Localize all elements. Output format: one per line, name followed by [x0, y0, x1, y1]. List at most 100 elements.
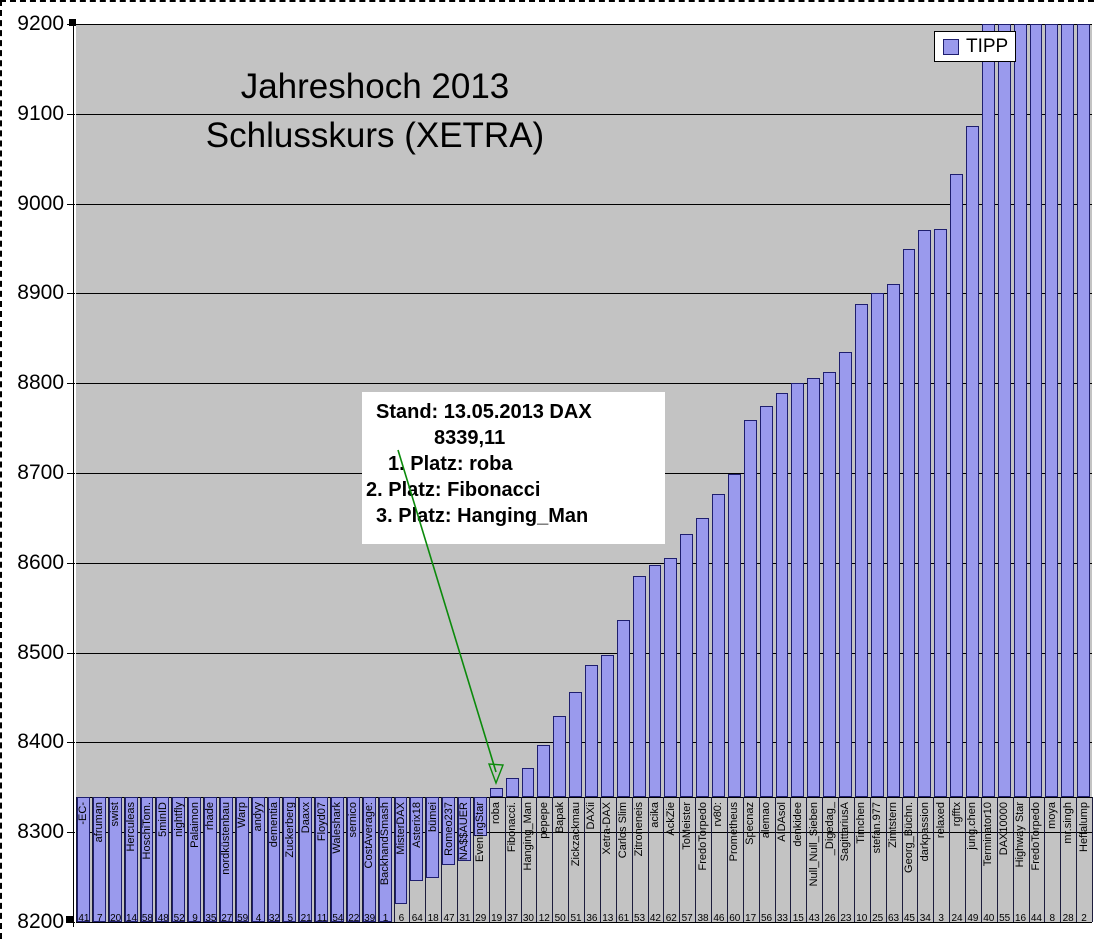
- bar-5minID[interactable]: [156, 797, 170, 922]
- category-label: jung.chen: [966, 802, 979, 850]
- category-label: ToMeister: [680, 802, 693, 850]
- bar-Georg_Büchn.[interactable]: [902, 249, 916, 798]
- category-separator: [584, 797, 585, 922]
- category-label: Xetra-DAX: [601, 802, 614, 855]
- bar-Heffalump[interactable]: [1077, 24, 1090, 798]
- category-number: 24: [951, 913, 963, 924]
- bar-Zuckerberg[interactable]: [283, 797, 297, 922]
- bar-moya[interactable]: [1045, 24, 1059, 798]
- selection-handle[interactable]: [66, 916, 73, 923]
- category-number: 41: [78, 913, 90, 924]
- bar-EveningStar[interactable]: [473, 797, 487, 836]
- gridline-9000: [76, 204, 1092, 205]
- bar-dementia[interactable]: [267, 797, 281, 922]
- category-number: 5: [287, 913, 294, 924]
- category-number: 12: [538, 913, 550, 924]
- bar-acika[interactable]: [648, 564, 662, 798]
- bar-Palaimon[interactable]: [188, 797, 201, 922]
- bar-SagittariusA[interactable]: [839, 351, 852, 798]
- bar-FredoTorpedo[interactable]: [1029, 24, 1043, 798]
- bar-Zitroneneis[interactable]: [632, 576, 646, 798]
- bar-jung.chen[interactable]: [966, 126, 979, 798]
- bar-sernico[interactable]: [346, 797, 360, 922]
- bar-DAXii[interactable]: [585, 665, 598, 798]
- category-separator: [790, 797, 791, 922]
- category-label: acika: [648, 802, 661, 828]
- bar-Romeo237[interactable]: [442, 797, 455, 866]
- category-separator: [711, 797, 712, 922]
- bar-Zickzackmau[interactable]: [569, 692, 582, 798]
- category-number: 53: [634, 913, 646, 924]
- bar-mr.singh[interactable]: [1061, 24, 1075, 798]
- bar-Prometheus[interactable]: [727, 473, 741, 798]
- gridline-9100: [76, 114, 1092, 115]
- bar-Warp[interactable]: [235, 797, 249, 922]
- bar-MisterDAX[interactable]: [394, 797, 408, 905]
- bar-denkidee[interactable]: [791, 383, 805, 798]
- category-number: 46: [713, 913, 725, 924]
- category-separator: [92, 797, 93, 922]
- bar-Bapak[interactable]: [553, 716, 567, 798]
- selection-handle[interactable]: [69, 19, 76, 26]
- gridline-8500: [76, 653, 1092, 654]
- category-separator: [282, 797, 283, 922]
- bar-pepepe[interactable]: [537, 745, 551, 798]
- bar-Waleshark[interactable]: [331, 797, 344, 922]
- bar-Herculeas[interactable]: [124, 797, 138, 922]
- bar-afruman[interactable]: [92, 797, 106, 922]
- bar-Daaxx[interactable]: [299, 797, 313, 922]
- bar-FredoTorpedo[interactable]: [696, 517, 709, 798]
- y-axis-tick: [67, 832, 75, 833]
- bar-nightfly[interactable]: [172, 797, 186, 922]
- category-number: 6: [398, 913, 405, 924]
- bar-rv80:[interactable]: [712, 493, 725, 798]
- bar-Null_Null_Sieben[interactable]: [807, 377, 821, 798]
- bar-Hanging_Man[interactable]: [521, 768, 535, 798]
- gridline-8200: [76, 922, 1092, 923]
- bar-ToMeister[interactable]: [680, 534, 694, 798]
- bar-andyy[interactable]: [251, 797, 265, 922]
- bar-Floyd07[interactable]: [315, 797, 328, 922]
- category-separator: [663, 797, 664, 922]
- bar--EC-[interactable]: [77, 797, 90, 922]
- bar-AckZie[interactable]: [664, 558, 678, 798]
- category-separator: [1060, 797, 1061, 922]
- bar-NA$$AUER[interactable]: [458, 797, 471, 861]
- bar-rhade[interactable]: [204, 797, 217, 922]
- category-label: Herculeas: [125, 802, 138, 852]
- bar-Highway Star[interactable]: [1013, 24, 1027, 798]
- category-number: 35: [205, 913, 217, 924]
- bar-alemao[interactable]: [759, 405, 773, 798]
- category-label: Zitroneneis: [633, 802, 646, 857]
- bar-AIDAsol[interactable]: [775, 393, 789, 798]
- bar-darkpassion[interactable]: [918, 229, 932, 798]
- bar-Specnaz[interactable]: [743, 420, 757, 798]
- bar-Asterix18[interactable]: [410, 797, 424, 881]
- bar-Carlos Slim[interactable]: [616, 620, 630, 798]
- category-separator: [171, 797, 172, 922]
- y-axis-label: 8200: [17, 910, 64, 933]
- bar-Fibonacci.[interactable]: [505, 778, 519, 798]
- annotation-box[interactable]: Stand: 13.05.2013 DAX 8339,11 1. Platz: …: [362, 392, 665, 544]
- bar-HoschiTom.[interactable]: [140, 797, 154, 922]
- legend[interactable]: TIPP: [934, 31, 1016, 62]
- bar-bümei[interactable]: [426, 797, 440, 878]
- bar-_Digedag_[interactable]: [823, 371, 836, 798]
- bar-Timchen[interactable]: [854, 304, 868, 798]
- bar-DAX10000[interactable]: [997, 24, 1011, 798]
- bar-swist[interactable]: [108, 797, 122, 922]
- bar-Zimtstern[interactable]: [886, 283, 900, 798]
- category-separator: [838, 797, 839, 922]
- category-label: DAX10000: [998, 802, 1011, 856]
- category-separator: [362, 797, 363, 922]
- bar-stefan.977[interactable]: [870, 293, 884, 798]
- gridline-8800: [76, 383, 1092, 384]
- bar-nordküstenbau[interactable]: [219, 797, 233, 922]
- bar-rgfftx[interactable]: [950, 173, 963, 798]
- bar-CostAverage:[interactable]: [362, 797, 376, 922]
- bar-Terminator10[interactable]: [981, 24, 995, 798]
- bar-roba[interactable]: [489, 788, 503, 798]
- bar-BackhandSmash[interactable]: [378, 797, 392, 922]
- bar-Xetra-DAX[interactable]: [600, 655, 614, 798]
- bar-relaxed[interactable]: [934, 228, 948, 798]
